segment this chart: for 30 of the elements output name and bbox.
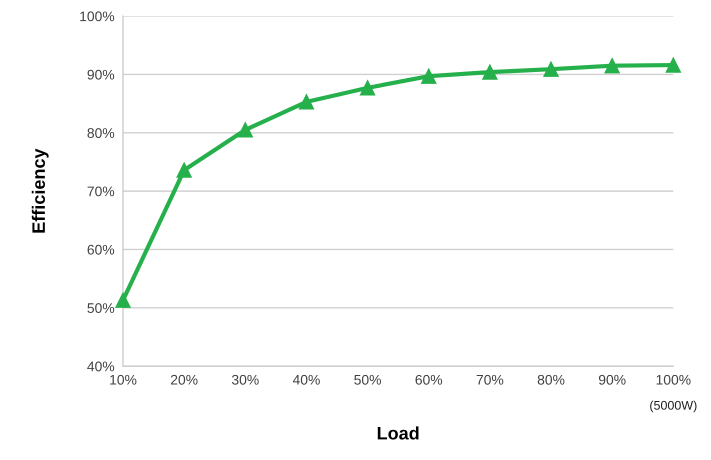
- point: [238, 122, 253, 138]
- x-tick-label: 40%: [292, 374, 320, 385]
- point: [666, 57, 681, 73]
- x-tick-label: 80%: [538, 374, 564, 385]
- text: (5000W): [650, 400, 697, 412]
- point: [360, 80, 376, 96]
- x-tick-label: 50%: [354, 374, 381, 385]
- point: [543, 62, 559, 77]
- x-tick-label: 90%: [598, 374, 626, 385]
- y-tick-label: 100%: [80, 11, 114, 22]
- point: [176, 162, 192, 178]
- y-tick-label: 80%: [87, 128, 114, 138]
- x-tick-label: 30%: [232, 374, 259, 385]
- x-tick-label: 70%: [476, 374, 504, 385]
- x-axis-title: Load: [378, 426, 419, 440]
- x-tick-label: 10%: [110, 374, 136, 385]
- y-tick-label: 60%: [88, 244, 114, 255]
- point: [298, 94, 314, 110]
- y-tick-label: 50%: [87, 303, 114, 313]
- y-tick-label: 90%: [88, 70, 114, 80]
- point: [604, 58, 620, 74]
- point: [421, 68, 436, 84]
- point: [482, 64, 498, 80]
- x-tick-label: 100%: [656, 374, 691, 385]
- y-tick-label: 40%: [87, 361, 114, 372]
- point: [115, 292, 131, 308]
- y-tick-label: 70%: [88, 186, 114, 196]
- x-tick-label: 20%: [170, 374, 198, 385]
- x-tick-label: 60%: [416, 374, 442, 385]
- y-axis-title: Efficiency: [32, 148, 49, 233]
